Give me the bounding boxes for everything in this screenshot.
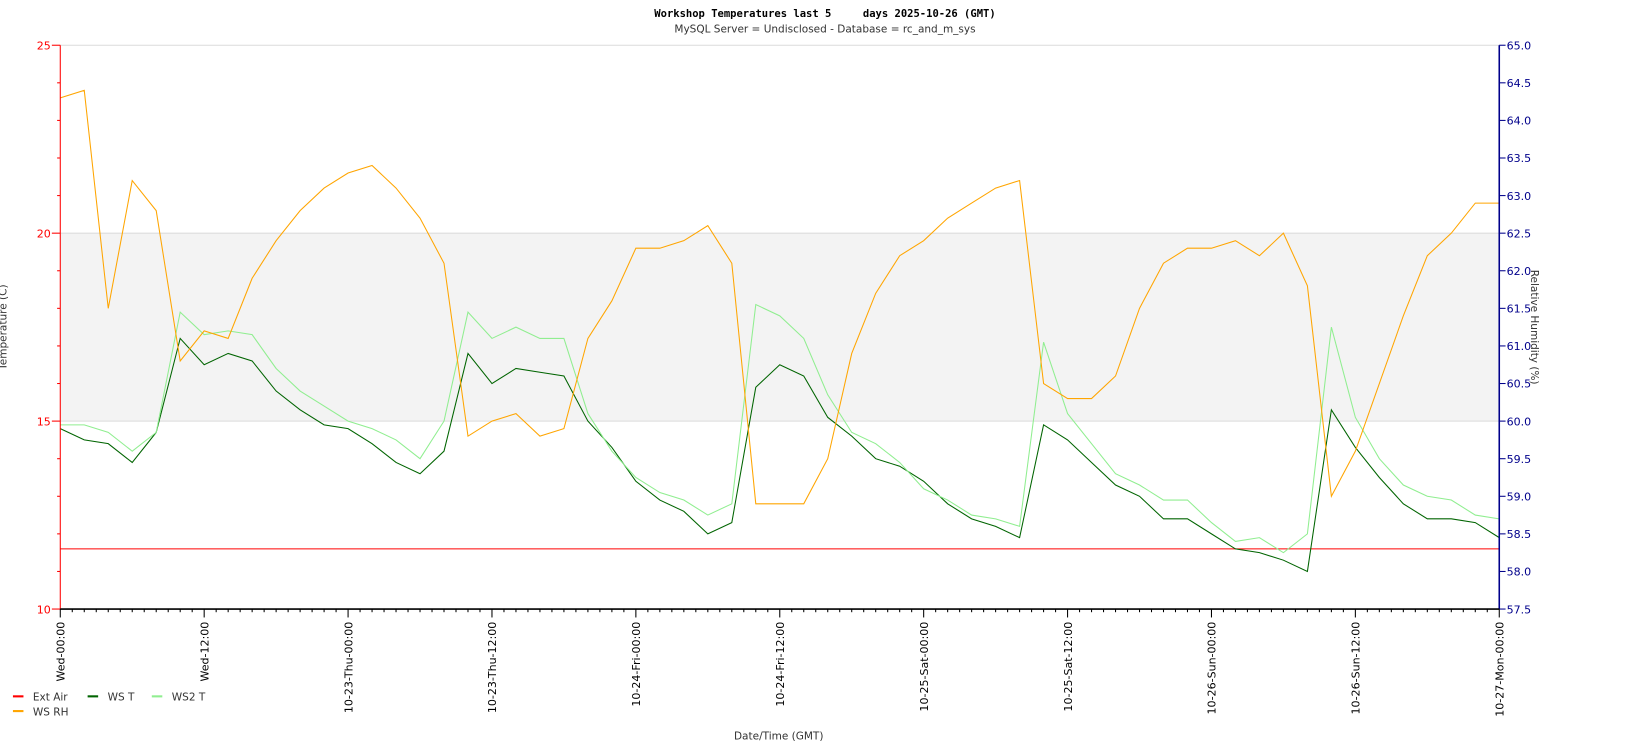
plot-area: 10 15 20 25 57.5 58.0 58.5 59.0 59.5 60.0 60.5 61.0… <box>37 39 1531 716</box>
y2-tick-label: 63.5 <box>1507 152 1532 165</box>
chart-title: Workshop Temperatures last 5 days 2025-1… <box>654 8 995 20</box>
y2-tick-label: 59.5 <box>1507 453 1532 466</box>
legend-item: WS T <box>87 692 135 704</box>
series-line-ws-t <box>60 337 1500 573</box>
x-tick-label: 10-24-Fri-12:00 <box>774 622 787 707</box>
y2-tick-label: 62.0 <box>1507 265 1532 278</box>
legend-label: Ext Air <box>33 692 68 704</box>
y2-tick-label: 60.5 <box>1507 378 1532 391</box>
y-tick-label: 20 <box>37 227 51 240</box>
x-axis-label: Date/Time (GMT) <box>734 730 823 742</box>
series-line-ws2-t <box>60 303 1500 554</box>
legend-item: Ext Air <box>12 692 68 704</box>
y-tick-label: 10 <box>37 603 51 616</box>
y2-tick-label: 61.5 <box>1507 303 1532 316</box>
x-tick-label: 10-27-Mon-00:00 <box>1493 622 1506 717</box>
y2-tick-label: 59.0 <box>1507 490 1532 503</box>
y2-tick-label: 58.5 <box>1507 528 1532 541</box>
y2-tick-label: 58.0 <box>1507 566 1532 579</box>
y2-tick-label: 60.0 <box>1507 415 1532 428</box>
x-tick-label: Wed-00:00 <box>54 622 67 682</box>
y-axis-label: Temperature (C) <box>0 284 10 370</box>
y-tick-label: 15 <box>37 415 51 428</box>
y2-tick-label: 64.0 <box>1507 115 1532 128</box>
legend-item: WS2 T <box>151 692 206 704</box>
legend-label: WS T <box>108 692 135 704</box>
x-tick-label: 10-23-Thu-12:00 <box>486 622 499 714</box>
x-tick-label: 10-23-Thu-00:00 <box>342 622 355 714</box>
legend-item: WS RH <box>12 706 69 718</box>
x-tick-label: 10-26-Sun-00:00 <box>1206 622 1219 715</box>
x-tick-label: Wed-12:00 <box>198 622 211 682</box>
y2-tick-label: 62.5 <box>1507 227 1532 240</box>
y2-tick-label: 65.0 <box>1507 39 1532 52</box>
y2-tick-label: 64.5 <box>1507 77 1532 90</box>
x-tick-label: 10-25-Sat-00:00 <box>918 622 931 712</box>
legend-label: WS RH <box>33 706 69 718</box>
y2-tick-label: 63.0 <box>1507 190 1532 203</box>
x-tick-label: 10-26-Sun-12:00 <box>1350 622 1363 715</box>
chart-subtitle: MySQL Server = Undisclosed - Database = … <box>674 24 975 36</box>
series-line-ws-rh <box>60 89 1500 505</box>
x-tick-label: 10-25-Sat-12:00 <box>1062 622 1075 712</box>
comfort-band <box>60 233 1500 422</box>
legend: Ext Air WS T WS2 T WS RH <box>12 692 206 718</box>
y2-axis-label: Relative Humidity (%) <box>1528 270 1540 385</box>
y-tick-label: 25 <box>37 39 51 52</box>
y2-tick-label: 61.0 <box>1507 340 1532 353</box>
y2-tick-label: 57.5 <box>1507 603 1532 616</box>
x-tick-label: 10-24-Fri-00:00 <box>630 622 643 707</box>
legend-label: WS2 T <box>172 692 206 704</box>
